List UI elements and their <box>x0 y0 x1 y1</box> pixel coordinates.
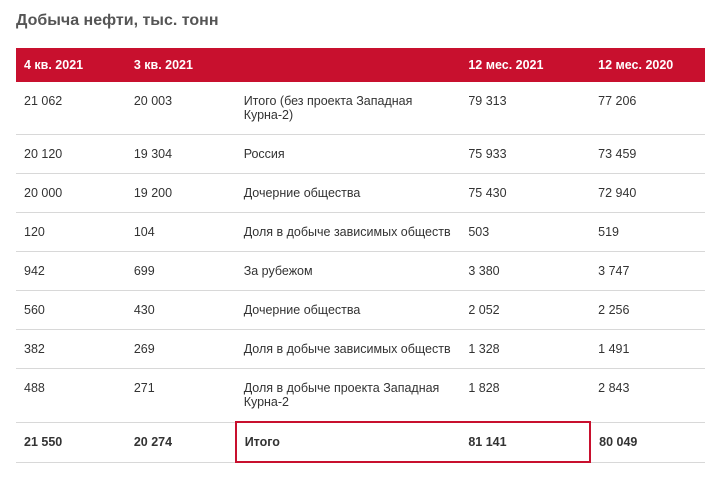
table-cell: 519 <box>590 213 705 252</box>
table-row: 120104Доля в добыче зависимых обществ503… <box>16 213 705 252</box>
table-row: 21 06220 003Итого (без проекта Западная … <box>16 82 705 135</box>
table-row: 20 00019 200Дочерние общества75 43072 94… <box>16 174 705 213</box>
oil-production-table: 4 кв. 2021 3 кв. 2021 12 мес. 2021 12 ме… <box>16 48 705 463</box>
table-cell: 104 <box>126 213 236 252</box>
table-cell: 75 430 <box>460 174 590 213</box>
table-cell: 503 <box>460 213 590 252</box>
table-cell: 20 274 <box>126 422 236 462</box>
table-cell: Дочерние общества <box>236 174 461 213</box>
table-cell: 120 <box>16 213 126 252</box>
table-cell: 269 <box>126 330 236 369</box>
table-cell: За рубежом <box>236 252 461 291</box>
table-cell: Итого (без проекта Западная Курна-2) <box>236 82 461 135</box>
table-cell: 79 313 <box>460 82 590 135</box>
table-row: 942699За рубежом3 3803 747 <box>16 252 705 291</box>
table-cell: 20 000 <box>16 174 126 213</box>
table-cell: 2 843 <box>590 369 705 423</box>
header-q4-2021: 4 кв. 2021 <box>16 48 126 82</box>
table-cell: 21 550 <box>16 422 126 462</box>
table-cell: 699 <box>126 252 236 291</box>
table-cell: 382 <box>16 330 126 369</box>
table-row: 488271Доля в добыче проекта Западная Кур… <box>16 369 705 423</box>
table-cell: 72 940 <box>590 174 705 213</box>
table-cell: 73 459 <box>590 135 705 174</box>
table-cell: 77 206 <box>590 82 705 135</box>
table-cell: 80 049 <box>590 422 705 462</box>
table-cell: Россия <box>236 135 461 174</box>
table-row: 21 55020 274Итого81 14180 049 <box>16 422 705 462</box>
header-12m-2021: 12 мес. 2021 <box>460 48 590 82</box>
table-cell: 1 491 <box>590 330 705 369</box>
header-12m-2020: 12 мес. 2020 <box>590 48 705 82</box>
table-cell: Доля в добыче зависимых обществ <box>236 330 461 369</box>
table-cell: Доля в добыче зависимых обществ <box>236 213 461 252</box>
table-cell: 2 052 <box>460 291 590 330</box>
table-title: Добыча нефти, тыс. тонн <box>16 12 705 30</box>
table-cell: 3 380 <box>460 252 590 291</box>
table-cell: 19 304 <box>126 135 236 174</box>
table-cell: 942 <box>16 252 126 291</box>
table-cell: 271 <box>126 369 236 423</box>
table-cell: Дочерние общества <box>236 291 461 330</box>
table-cell: 19 200 <box>126 174 236 213</box>
table-header-row: 4 кв. 2021 3 кв. 2021 12 мес. 2021 12 ме… <box>16 48 705 82</box>
table-cell: 430 <box>126 291 236 330</box>
header-q3-2021: 3 кв. 2021 <box>126 48 236 82</box>
table-cell: 75 933 <box>460 135 590 174</box>
table-cell: 3 747 <box>590 252 705 291</box>
table-cell: 20 120 <box>16 135 126 174</box>
table-cell: 20 003 <box>126 82 236 135</box>
table-cell: 560 <box>16 291 126 330</box>
table-cell: Итого <box>236 422 461 462</box>
table-cell: 2 256 <box>590 291 705 330</box>
table-cell: 81 141 <box>460 422 590 462</box>
table-cell: Доля в добыче проекта Западная Курна-2 <box>236 369 461 423</box>
table-row: 20 12019 304Россия75 93373 459 <box>16 135 705 174</box>
table-cell: 488 <box>16 369 126 423</box>
table-row: 382269Доля в добыче зависимых обществ1 3… <box>16 330 705 369</box>
table-cell: 1 828 <box>460 369 590 423</box>
table-cell: 1 328 <box>460 330 590 369</box>
table-row: 560430Дочерние общества2 0522 256 <box>16 291 705 330</box>
header-category <box>236 48 461 82</box>
table-body: 21 06220 003Итого (без проекта Западная … <box>16 82 705 462</box>
table-cell: 21 062 <box>16 82 126 135</box>
